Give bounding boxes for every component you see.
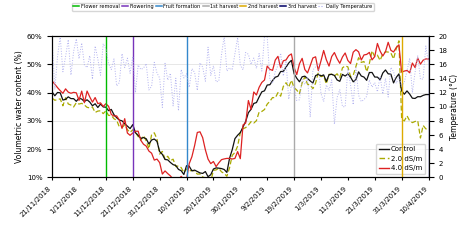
Legend: Flower removal, Flowering, Fruit formation, 1st harvest, 2nd harvest, 3rd harves: Flower removal, Flowering, Fruit formati… xyxy=(72,3,374,10)
Legend: Control, 2.0 dS/m, 4.0 dS/m: Control, 2.0 dS/m, 4.0 dS/m xyxy=(376,144,425,174)
Y-axis label: Volumetric water content (%): Volumetric water content (%) xyxy=(15,50,24,163)
Y-axis label: Temperature (°C): Temperature (°C) xyxy=(450,74,459,140)
